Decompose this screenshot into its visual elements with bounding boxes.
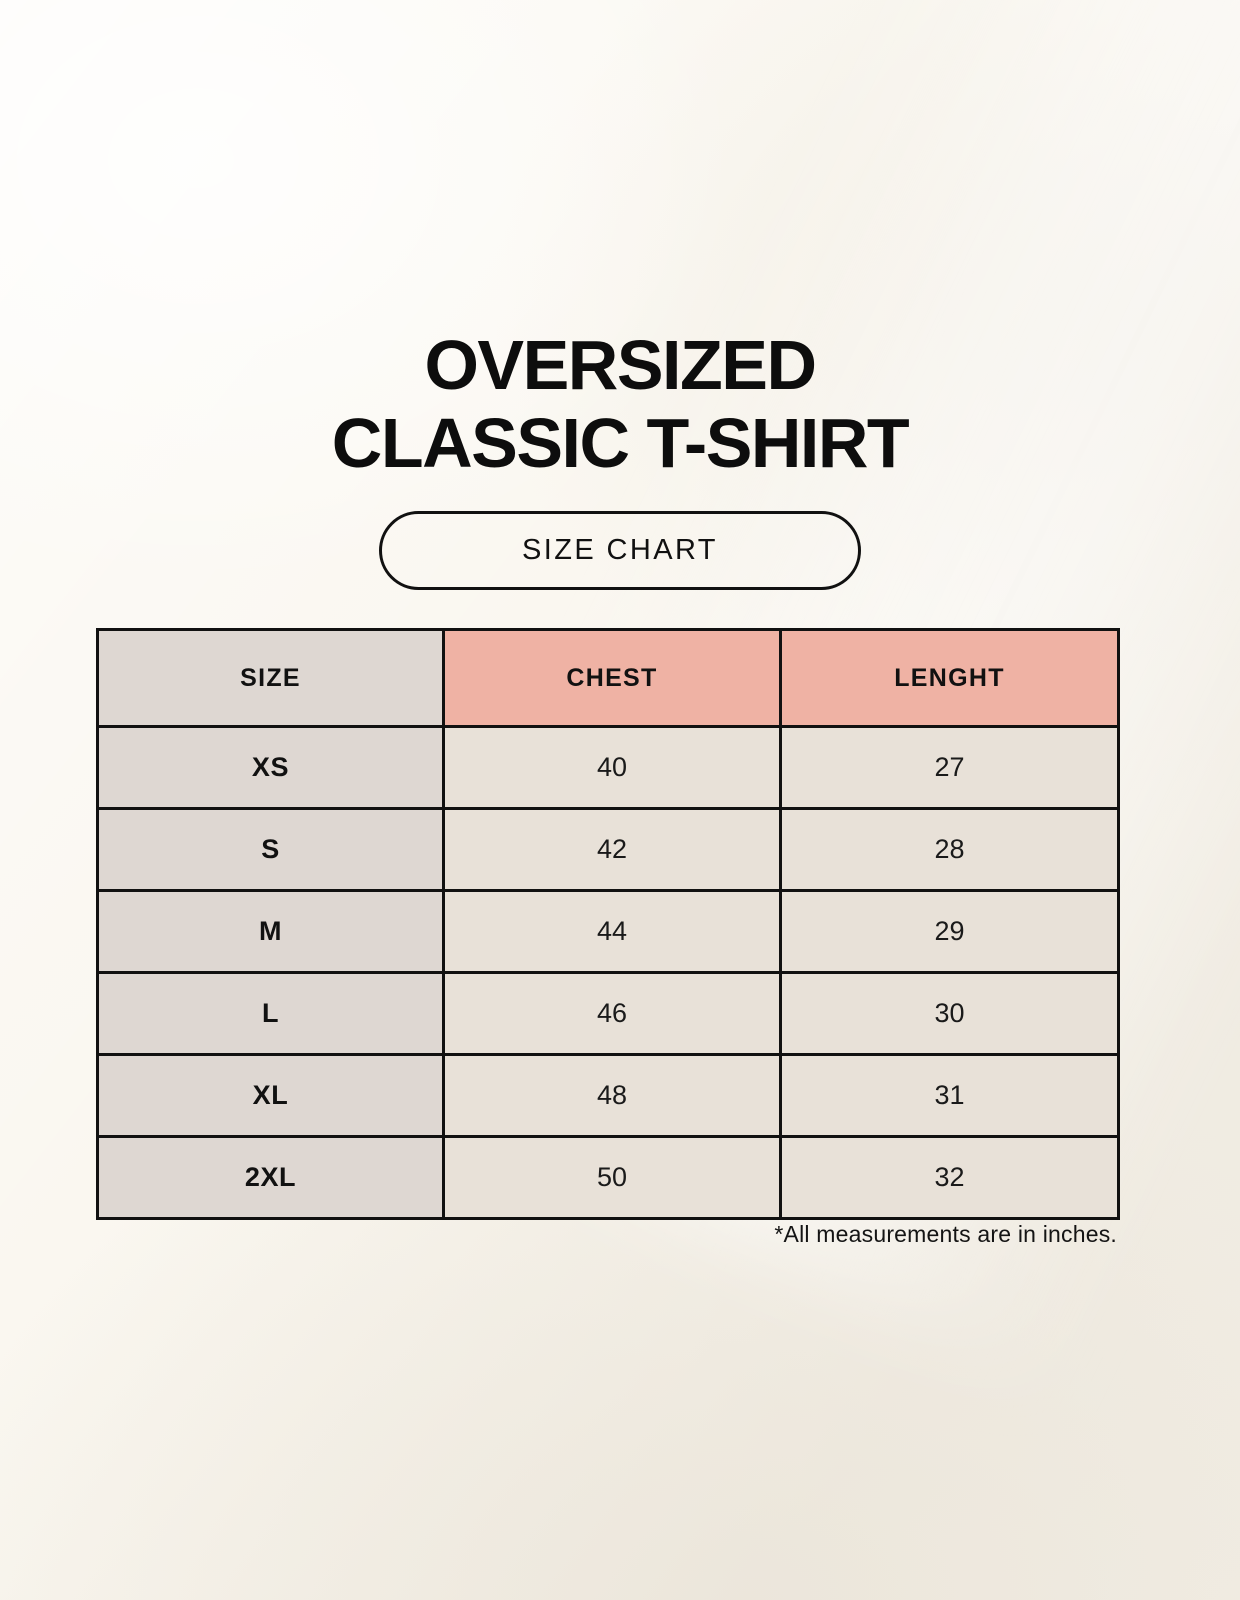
table-row: XL 48 31 [96, 1053, 1120, 1138]
column-header-length: LENGHT [779, 628, 1120, 728]
cell-length: 31 [779, 1053, 1120, 1138]
cell-length: 27 [779, 725, 1120, 810]
size-chart-badge: SIZE CHART [379, 511, 861, 590]
table-row: S 42 28 [96, 807, 1120, 892]
measurements-footnote: *All measurements are in inches. [774, 1221, 1117, 1247]
cell-size: XS [96, 725, 445, 810]
table-header-row: SIZE CHEST LENGHT [96, 628, 1120, 728]
cell-length: 30 [779, 971, 1120, 1056]
table-row: M 44 29 [96, 889, 1120, 974]
table-row: XS 40 27 [96, 725, 1120, 810]
cell-chest: 44 [442, 889, 782, 974]
column-header-size: SIZE [96, 628, 445, 728]
cell-size: S [96, 807, 445, 892]
size-table: SIZE CHEST LENGHT XS 40 27 S 42 28 M [96, 628, 1120, 1220]
cell-size: M [96, 889, 445, 974]
cell-length: 28 [779, 807, 1120, 892]
cell-length: 32 [779, 1135, 1120, 1220]
table-row: 2XL 50 32 [96, 1135, 1120, 1220]
cell-chest: 46 [442, 971, 782, 1056]
cell-length: 29 [779, 889, 1120, 974]
cell-chest: 48 [442, 1053, 782, 1138]
title-line-1: OVERSIZED [424, 326, 817, 404]
column-header-chest: CHEST [442, 628, 782, 728]
page-title: OVERSIZED CLASSIC T-SHIRT [0, 330, 1240, 478]
size-table-container: SIZE CHEST LENGHT XS 40 27 S 42 28 M [96, 628, 1120, 1220]
table-header: SIZE CHEST LENGHT [96, 628, 1120, 728]
badge-container: SIZE CHART [0, 511, 1240, 590]
cell-size: 2XL [96, 1135, 445, 1220]
cell-size: L [96, 971, 445, 1056]
title-line-2: CLASSIC T-SHIRT [331, 404, 910, 482]
table-body: XS 40 27 S 42 28 M 44 29 L 46 30 [96, 725, 1120, 1220]
table-row: L 46 30 [96, 971, 1120, 1056]
cell-chest: 42 [442, 807, 782, 892]
cell-size: XL [96, 1053, 445, 1138]
cell-chest: 50 [442, 1135, 782, 1220]
cell-chest: 40 [442, 725, 782, 810]
